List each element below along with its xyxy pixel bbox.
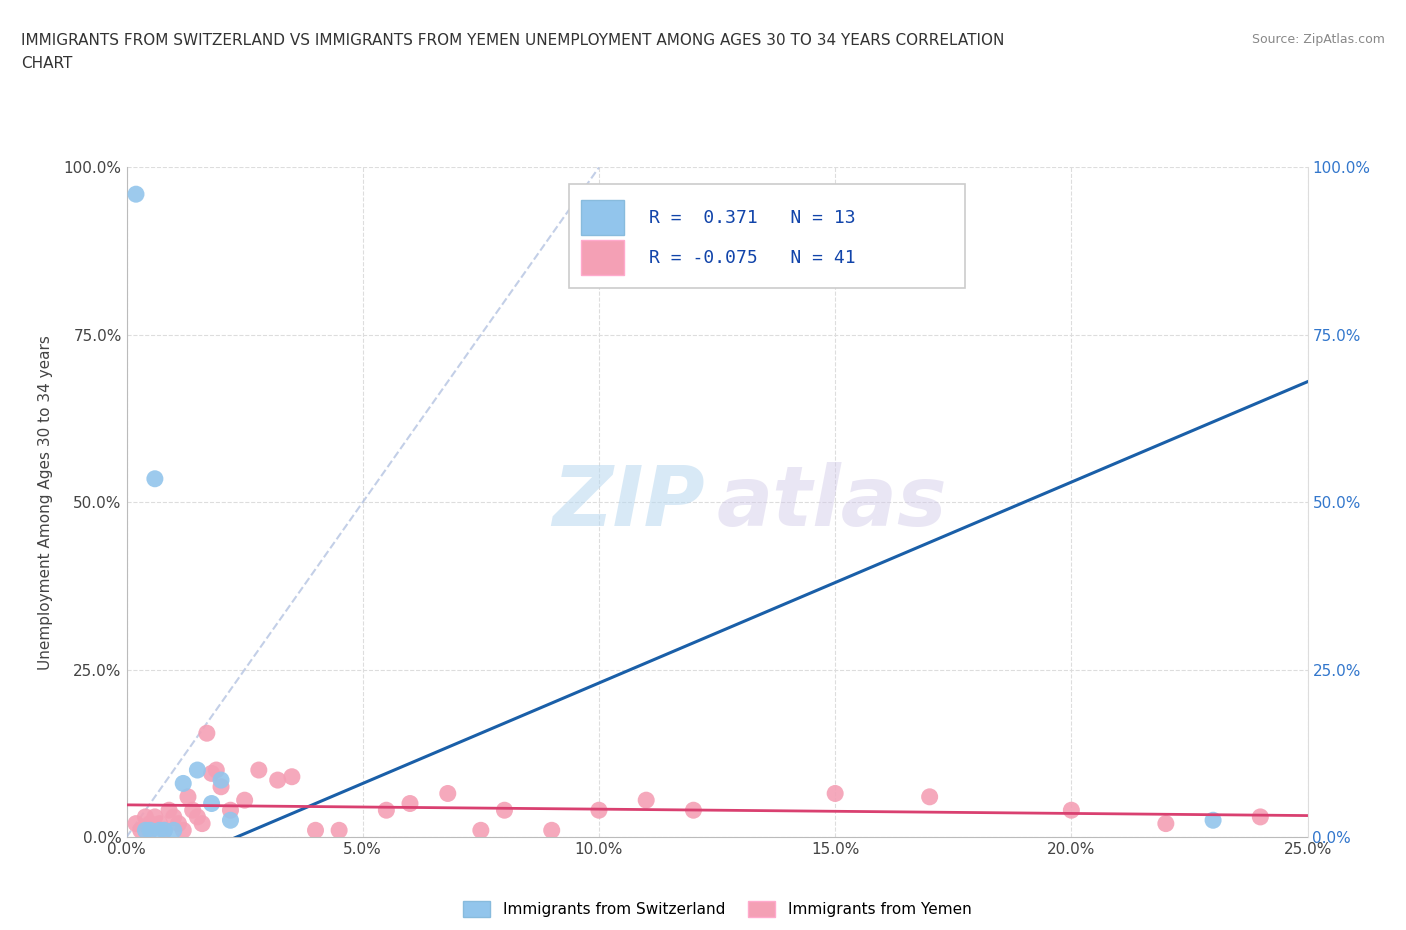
Point	[328, 823, 350, 838]
Point	[195, 725, 218, 740]
Point	[824, 786, 846, 801]
Point	[1060, 803, 1083, 817]
Point	[209, 773, 232, 788]
Point	[177, 790, 200, 804]
Point	[281, 769, 304, 784]
Y-axis label: Unemployment Among Ages 30 to 34 years: Unemployment Among Ages 30 to 34 years	[38, 335, 52, 670]
Text: ZIP: ZIP	[553, 461, 706, 543]
Point	[149, 823, 172, 838]
Point	[1249, 809, 1271, 824]
Point	[1202, 813, 1225, 828]
Point	[139, 817, 162, 831]
Point	[186, 809, 208, 824]
FancyBboxPatch shape	[581, 240, 624, 275]
Point	[172, 776, 194, 790]
Point	[219, 803, 242, 817]
Legend: Immigrants from Switzerland, Immigrants from Yemen: Immigrants from Switzerland, Immigrants …	[457, 895, 977, 923]
Point	[163, 823, 186, 838]
Text: R = -0.075   N = 41: R = -0.075 N = 41	[648, 249, 855, 267]
Point	[219, 813, 242, 828]
Point	[540, 823, 562, 838]
Point	[494, 803, 516, 817]
Text: Source: ZipAtlas.com: Source: ZipAtlas.com	[1251, 33, 1385, 46]
Point	[436, 786, 458, 801]
Point	[149, 817, 172, 831]
Point	[172, 823, 194, 838]
Point	[129, 823, 152, 838]
Point	[682, 803, 704, 817]
Point	[588, 803, 610, 817]
Point	[918, 790, 941, 804]
Point	[153, 823, 176, 838]
Point	[636, 792, 658, 807]
Point	[167, 817, 190, 831]
Point	[233, 792, 256, 807]
FancyBboxPatch shape	[569, 184, 965, 288]
Point	[153, 823, 176, 838]
Point	[209, 779, 232, 794]
Text: R =  0.371   N = 13: R = 0.371 N = 13	[648, 208, 855, 227]
Point	[470, 823, 492, 838]
Point	[125, 817, 148, 831]
Point	[267, 773, 290, 788]
Point	[205, 763, 228, 777]
Point	[143, 809, 166, 824]
Point	[247, 763, 270, 777]
Point	[125, 187, 148, 202]
Point	[157, 803, 180, 817]
Point	[143, 472, 166, 486]
Text: CHART: CHART	[21, 56, 73, 71]
Text: atlas: atlas	[717, 461, 948, 543]
Point	[139, 823, 162, 838]
Point	[399, 796, 422, 811]
Point	[200, 766, 222, 781]
Point	[375, 803, 398, 817]
Point	[134, 823, 156, 838]
Point	[163, 809, 186, 824]
Point	[139, 823, 162, 838]
Point	[200, 796, 222, 811]
FancyBboxPatch shape	[581, 200, 624, 235]
Point	[304, 823, 326, 838]
Point	[134, 809, 156, 824]
Point	[186, 763, 208, 777]
Text: IMMIGRANTS FROM SWITZERLAND VS IMMIGRANTS FROM YEMEN UNEMPLOYMENT AMONG AGES 30 : IMMIGRANTS FROM SWITZERLAND VS IMMIGRANT…	[21, 33, 1004, 47]
Point	[181, 803, 204, 817]
Point	[191, 817, 214, 831]
Point	[1154, 817, 1177, 831]
